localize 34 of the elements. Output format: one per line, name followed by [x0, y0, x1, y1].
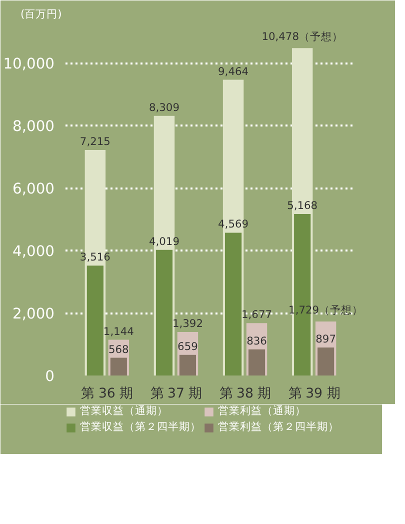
legend-label: 営業収益（通期） — [80, 404, 168, 418]
x-tick-label: 第 39 期 — [288, 386, 340, 402]
bar — [225, 232, 242, 376]
y-tick-label: 0 — [45, 368, 55, 385]
bar — [110, 358, 127, 376]
data-label: 8,309 — [148, 100, 180, 114]
y-tick-label: 6,000 — [12, 180, 55, 198]
x-tick-label: 第 36 期 — [81, 386, 133, 402]
legend-label: 営業利益（第２四半期） — [218, 420, 339, 434]
y-tick-label: 8,000 — [12, 118, 55, 135]
bar — [318, 347, 334, 376]
data-label: 9,464 — [218, 64, 249, 78]
data-label: 836 — [246, 334, 268, 348]
data-label: 5,168 — [287, 199, 318, 212]
x-tick-label: 第 38 期 — [219, 386, 271, 402]
legend-label: 営業利益（通期） — [218, 404, 306, 418]
x-tick-label: 第 37 期 — [150, 386, 202, 402]
data-label: 7,215 — [80, 135, 110, 148]
legend-label: 営業収益（第２四半期） — [80, 420, 201, 434]
y-tick-label: 4,000 — [12, 243, 55, 260]
y-tick-label: 2,000 — [12, 306, 55, 322]
data-label: 4,569 — [218, 218, 249, 231]
data-label: 3,516 — [80, 250, 111, 264]
data-label: 568 — [108, 342, 130, 356]
bar — [86, 266, 104, 376]
y-axis-title: (百万円) — [20, 8, 62, 20]
data-label: 659 — [178, 340, 198, 353]
bar — [156, 250, 173, 376]
data-label: 897 — [316, 332, 336, 346]
data-label: 4,019 — [148, 234, 180, 248]
data-label: 10,478（予想） — [262, 30, 343, 44]
bar — [179, 354, 196, 376]
y-tick-label: 10,000 — [3, 56, 55, 72]
bar — [248, 349, 266, 376]
